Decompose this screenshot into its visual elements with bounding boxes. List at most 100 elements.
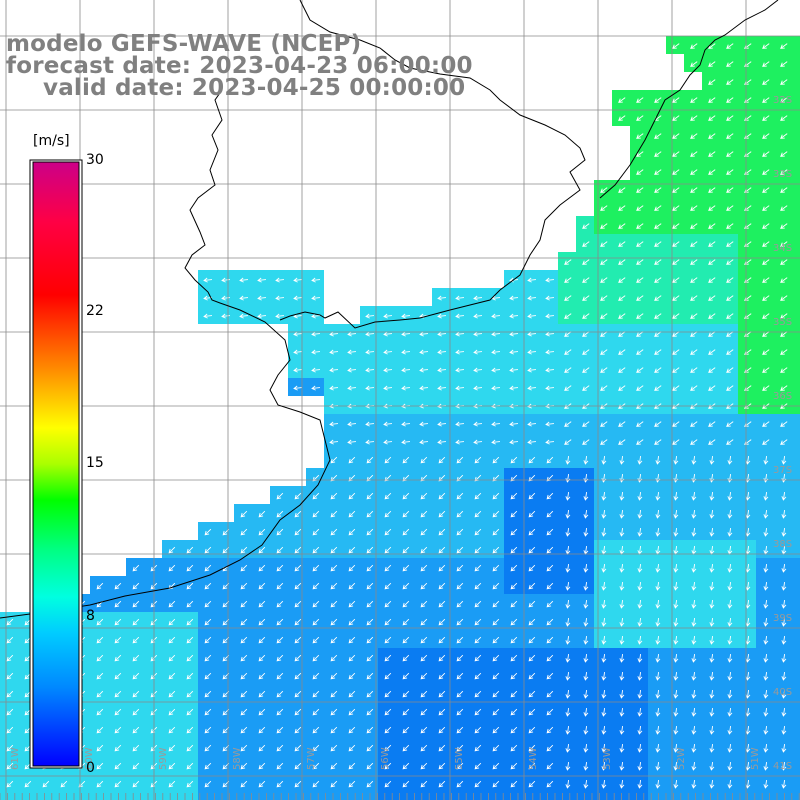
wind-arrow [509, 331, 519, 337]
latitude-label: 41S [773, 761, 792, 772]
wind-arrow [258, 672, 266, 680]
wind-cell [774, 486, 792, 504]
wind-arrow [132, 564, 140, 572]
wind-cell [702, 648, 720, 666]
wind-cell [612, 288, 630, 306]
wind-cell [216, 612, 234, 630]
wind-cell [540, 504, 558, 522]
wind-cell [378, 504, 396, 522]
wind-arrow [438, 744, 446, 752]
wind-cell [252, 702, 270, 720]
wind-cell [720, 270, 738, 288]
wind-arrow [673, 599, 679, 609]
wind-arrow [348, 654, 356, 662]
wind-arrow [348, 708, 356, 716]
wind-cell [666, 234, 684, 252]
wind-cell [648, 126, 666, 144]
wind-cell [468, 756, 486, 774]
wind-cell [324, 558, 342, 576]
wind-arrow [654, 223, 662, 229]
wind-cell [360, 396, 378, 414]
wind-arrow [96, 618, 104, 626]
wind-cell [504, 576, 522, 594]
wind-arrow [437, 349, 447, 355]
wind-arrow [655, 617, 661, 627]
wind-arrow [565, 581, 571, 591]
wind-arrow [276, 762, 284, 770]
wind-cell [558, 270, 576, 288]
wind-cell [252, 648, 270, 666]
wind-cell [684, 378, 702, 396]
wind-arrow [401, 331, 411, 337]
wind-arrow [294, 510, 302, 518]
wind-cell [576, 792, 594, 800]
wind-cell [522, 486, 540, 504]
wind-cell [468, 558, 486, 576]
wind-cell [306, 774, 324, 792]
wind-arrow [258, 690, 266, 698]
wind-arrow [691, 455, 697, 465]
wind-arrow [690, 439, 698, 445]
wind-cell [468, 504, 486, 522]
wind-cell [774, 144, 792, 162]
wind-arrow [474, 780, 482, 788]
wind-arrow [437, 385, 447, 391]
wind-cell [612, 252, 630, 270]
wind-cell [234, 558, 252, 576]
wind-arrow [545, 349, 555, 355]
wind-cell [180, 774, 198, 792]
wind-arrow [420, 708, 428, 716]
wind-arrow [204, 690, 212, 698]
wind-cell [792, 342, 800, 360]
wind-cell [540, 630, 558, 648]
wind-cell [414, 540, 432, 558]
wind-cell [684, 612, 702, 630]
wind-arrow [96, 672, 104, 680]
wind-cell [576, 342, 594, 360]
wind-arrow [690, 115, 698, 121]
wind-cell [450, 342, 468, 360]
wind-cell [522, 540, 540, 558]
wind-arrow [708, 295, 716, 301]
wind-cell [324, 324, 342, 342]
wind-arrow [510, 492, 518, 500]
wind-arrow [6, 672, 14, 680]
wind-arrow [456, 690, 464, 698]
wind-cell [594, 540, 612, 558]
wind-arrow [221, 295, 231, 301]
wind-arrow [312, 690, 320, 698]
wind-cell [648, 90, 666, 108]
wind-cell [342, 450, 360, 468]
wind-arrow [637, 455, 643, 465]
wind-arrow [384, 564, 392, 572]
wind-arrow [727, 491, 733, 501]
wind-cell [468, 378, 486, 396]
wind-cell [594, 234, 612, 252]
wind-cell [792, 108, 800, 126]
wind-arrow [491, 385, 501, 391]
wind-cell [396, 648, 414, 666]
wind-cell [468, 342, 486, 360]
wind-arrow [528, 636, 536, 644]
wind-arrow [510, 744, 518, 752]
wind-cell [648, 432, 666, 450]
wind-arrow [420, 510, 428, 518]
wind-arrow [6, 780, 14, 788]
wind-arrow [762, 295, 770, 301]
wind-arrow [330, 672, 338, 680]
wind-cell [756, 612, 774, 630]
wind-arrow [240, 618, 248, 626]
wind-arrow [240, 546, 248, 554]
wind-cell [504, 684, 522, 702]
wind-arrow [545, 421, 555, 427]
wind-cell [378, 450, 396, 468]
wind-cell [198, 576, 216, 594]
wind-cell [468, 792, 486, 800]
wind-arrow [258, 744, 266, 752]
wind-cell [270, 738, 288, 756]
wind-arrow [330, 744, 338, 752]
wind-cell [450, 594, 468, 612]
wind-arrow [781, 743, 787, 753]
wind-cell [486, 306, 504, 324]
wind-arrow [330, 564, 338, 572]
